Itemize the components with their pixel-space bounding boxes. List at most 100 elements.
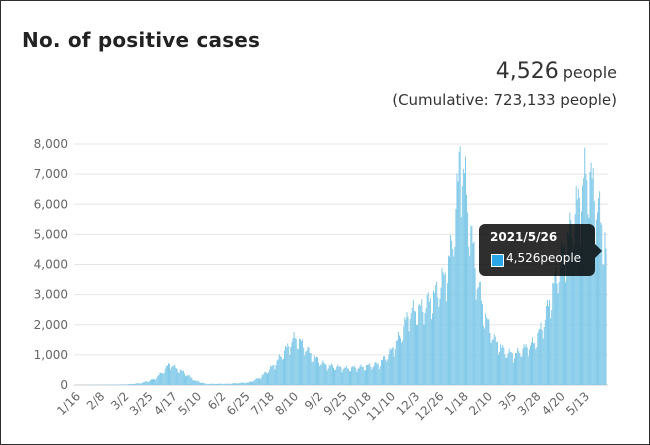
bar[interactable] (209, 383, 211, 385)
bar[interactable] (595, 219, 597, 385)
bar[interactable] (165, 365, 167, 385)
bar[interactable] (602, 264, 604, 385)
bar[interactable] (474, 268, 476, 385)
bar[interactable] (388, 354, 390, 385)
bar[interactable] (149, 380, 151, 385)
bar[interactable] (502, 345, 504, 385)
bar[interactable] (339, 365, 341, 385)
bar[interactable] (309, 352, 311, 385)
bar[interactable] (482, 304, 483, 385)
bar[interactable] (383, 356, 384, 385)
bar[interactable] (490, 343, 492, 385)
bar[interactable] (564, 244, 565, 385)
bar[interactable] (412, 299, 414, 385)
bar[interactable] (237, 383, 239, 385)
bar[interactable] (138, 383, 140, 385)
bar[interactable] (256, 378, 258, 385)
bar[interactable] (150, 379, 152, 385)
bar[interactable] (205, 383, 207, 385)
bar[interactable] (429, 298, 431, 385)
bar[interactable] (378, 369, 380, 385)
bar[interactable] (472, 243, 474, 385)
bar[interactable] (131, 383, 133, 385)
bar[interactable] (389, 348, 391, 385)
bar[interactable] (524, 347, 526, 385)
bar[interactable] (397, 331, 399, 385)
bar[interactable] (145, 381, 147, 385)
bar[interactable] (346, 368, 348, 385)
bar[interactable] (144, 381, 146, 385)
bar[interactable] (161, 373, 163, 385)
bar[interactable] (221, 383, 223, 385)
bar-series[interactable] (78, 146, 607, 386)
bar[interactable] (556, 283, 558, 385)
bar[interactable] (262, 374, 264, 385)
bar[interactable] (427, 292, 429, 385)
bar[interactable] (113, 384, 115, 386)
bar[interactable] (408, 331, 410, 385)
bar[interactable] (539, 328, 541, 385)
bar[interactable] (377, 363, 379, 385)
bar[interactable] (561, 245, 563, 385)
bar[interactable] (437, 297, 439, 385)
bar[interactable] (159, 372, 161, 385)
bar[interactable] (128, 384, 130, 385)
bar[interactable] (350, 371, 351, 385)
bar[interactable] (298, 338, 300, 385)
bar[interactable] (521, 356, 523, 385)
bar[interactable] (155, 379, 157, 385)
bar[interactable] (245, 382, 247, 385)
bar[interactable] (273, 364, 275, 385)
bar[interactable] (335, 369, 337, 385)
bar[interactable] (585, 173, 587, 385)
bar[interactable] (534, 343, 536, 385)
bar[interactable] (201, 382, 202, 385)
bar[interactable] (311, 362, 313, 385)
bar[interactable] (191, 378, 193, 385)
bar[interactable] (560, 241, 562, 385)
bar[interactable] (381, 360, 383, 385)
bar[interactable] (487, 319, 489, 385)
bar[interactable] (587, 214, 589, 385)
bar[interactable] (303, 347, 305, 385)
bar[interactable] (363, 370, 365, 385)
bar[interactable] (122, 384, 124, 385)
bar[interactable] (517, 347, 519, 385)
bar[interactable] (527, 356, 529, 385)
bar[interactable] (393, 356, 395, 385)
bar[interactable] (370, 366, 372, 385)
bar[interactable] (433, 290, 435, 385)
bar[interactable] (132, 384, 134, 385)
bar[interactable] (509, 351, 511, 385)
bar[interactable] (466, 194, 468, 385)
bar[interactable] (440, 287, 442, 385)
bar[interactable] (325, 364, 327, 385)
bar[interactable] (227, 383, 229, 385)
bar[interactable] (538, 329, 540, 385)
bar[interactable] (195, 380, 197, 385)
bar[interactable] (193, 380, 195, 385)
bar[interactable] (457, 181, 459, 385)
bar[interactable] (238, 383, 240, 385)
bar[interactable] (289, 355, 291, 385)
bar[interactable] (143, 382, 145, 385)
bar[interactable] (531, 342, 532, 385)
bar[interactable] (597, 212, 598, 385)
bar[interactable] (126, 384, 128, 385)
bar[interactable] (368, 364, 370, 385)
bar[interactable] (331, 365, 333, 385)
bar[interactable] (525, 343, 527, 385)
bar[interactable] (372, 367, 374, 385)
bar[interactable] (215, 384, 217, 385)
bar[interactable] (313, 355, 315, 385)
bar[interactable] (336, 366, 338, 385)
bar[interactable] (469, 255, 471, 385)
bar[interactable] (442, 272, 444, 385)
bar[interactable] (505, 358, 507, 385)
bar[interactable] (328, 364, 330, 385)
bar[interactable] (343, 367, 345, 385)
bar[interactable] (438, 306, 440, 385)
bar[interactable] (130, 383, 132, 385)
bar[interactable] (282, 358, 284, 385)
bar[interactable] (176, 368, 178, 385)
